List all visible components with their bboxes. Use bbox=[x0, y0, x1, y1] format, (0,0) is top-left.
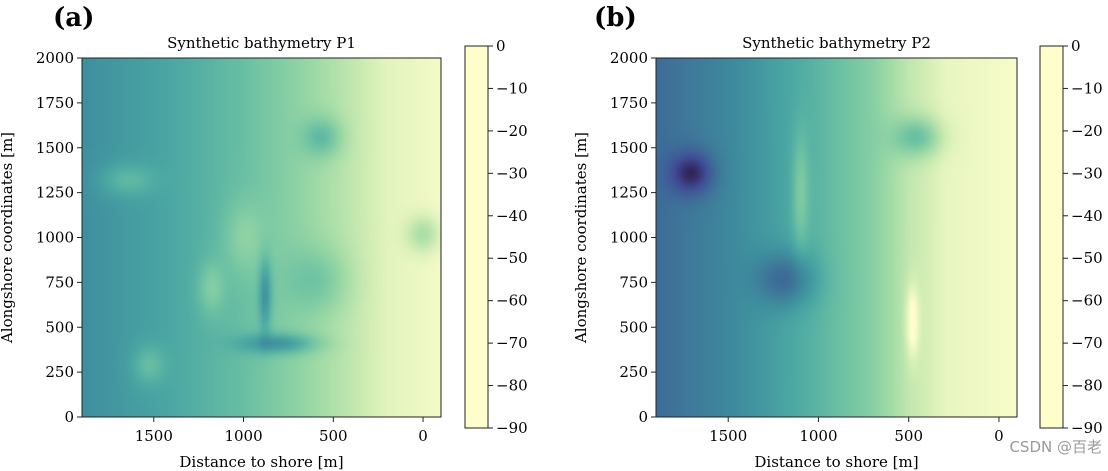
y-tick-label: 0 bbox=[64, 408, 74, 426]
y-tick-label: 500 bbox=[619, 318, 648, 336]
colorbar-tick-label: −50 bbox=[496, 249, 528, 267]
x-tick-label: 0 bbox=[994, 427, 1004, 445]
y-axis-label: Alongshore coordinates [m] bbox=[0, 132, 16, 344]
y-tick-label: 750 bbox=[619, 273, 648, 291]
colorbar-tick-label: −10 bbox=[1071, 79, 1103, 97]
panel-label: (b) bbox=[594, 3, 637, 33]
x-tick-label: 1000 bbox=[799, 427, 837, 445]
colorbar-tick-label: −90 bbox=[496, 419, 528, 437]
colorbar-tick-label: −70 bbox=[1071, 334, 1103, 352]
y-tick-label: 0 bbox=[638, 408, 648, 426]
colorbar-tick-label: −40 bbox=[1071, 207, 1103, 225]
y-tick-label: 1750 bbox=[610, 94, 648, 112]
colorbar-tick-label: −40 bbox=[496, 207, 528, 225]
heatmap-image bbox=[82, 58, 441, 417]
colorbar-tick-label: −30 bbox=[496, 164, 528, 182]
y-tick-label: 750 bbox=[45, 273, 74, 291]
colorbar bbox=[464, 45, 489, 429]
colorbar-tick-label: −10 bbox=[496, 79, 528, 97]
watermark: CSDN @百老 bbox=[1009, 438, 1102, 456]
y-tick-label: 1250 bbox=[36, 184, 74, 202]
y-tick-label: 1750 bbox=[36, 94, 74, 112]
heatmap-image bbox=[656, 58, 1017, 417]
x-axis-label: Distance to shore [m] bbox=[754, 453, 918, 471]
y-tick-label: 1000 bbox=[610, 229, 648, 247]
colorbar-tick-label: −20 bbox=[1071, 122, 1103, 140]
y-tick-label: 1500 bbox=[610, 139, 648, 157]
x-tick-label: 1000 bbox=[224, 427, 262, 445]
x-tick-label: 500 bbox=[894, 427, 923, 445]
chart-title: Synthetic bathymetry P1 bbox=[167, 34, 356, 52]
colorbar-tick-label: −20 bbox=[496, 122, 528, 140]
colorbar-tick-label: −60 bbox=[496, 292, 528, 310]
y-tick-label: 250 bbox=[619, 363, 648, 381]
y-tick-label: 2000 bbox=[610, 49, 648, 67]
colorbar-tick-label: −30 bbox=[1071, 164, 1103, 182]
y-tick-label: 250 bbox=[45, 363, 74, 381]
colorbar-tick-label: −60 bbox=[1071, 292, 1103, 310]
colorbar-tick-label: −80 bbox=[1071, 377, 1103, 395]
colorbar-tick-label: 0 bbox=[496, 37, 506, 55]
x-axis-label: Distance to shore [m] bbox=[179, 453, 343, 471]
colorbar-tick-label: −80 bbox=[496, 377, 528, 395]
y-tick-label: 1000 bbox=[36, 229, 74, 247]
x-tick-label: 1500 bbox=[709, 427, 747, 445]
colorbar-tick-label: −50 bbox=[1071, 249, 1103, 267]
colorbar-tick-label: −90 bbox=[1071, 419, 1103, 437]
y-tick-label: 2000 bbox=[36, 49, 74, 67]
y-tick-label: 1500 bbox=[36, 139, 74, 157]
colorbar-tick-label: −70 bbox=[496, 334, 528, 352]
chart-title: Synthetic bathymetry P2 bbox=[742, 34, 931, 52]
colorbar-tick-label: 0 bbox=[1071, 37, 1081, 55]
y-tick-label: 500 bbox=[45, 318, 74, 336]
colorbar bbox=[1039, 45, 1064, 429]
y-axis-label: Alongshore coordinates [m] bbox=[572, 132, 590, 344]
y-tick-label: 1250 bbox=[610, 184, 648, 202]
panel-label: (a) bbox=[53, 3, 94, 33]
x-tick-label: 0 bbox=[418, 427, 428, 445]
x-tick-label: 1500 bbox=[135, 427, 173, 445]
x-tick-label: 500 bbox=[319, 427, 348, 445]
